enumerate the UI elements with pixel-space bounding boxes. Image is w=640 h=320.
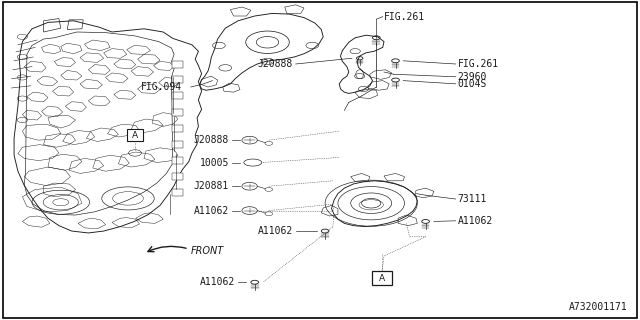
Text: J20888: J20888 <box>258 59 293 69</box>
Text: A: A <box>132 131 138 140</box>
FancyBboxPatch shape <box>172 125 183 132</box>
Text: A11062: A11062 <box>458 216 493 226</box>
FancyBboxPatch shape <box>172 109 183 116</box>
FancyBboxPatch shape <box>127 129 143 141</box>
Text: J20888: J20888 <box>194 135 229 145</box>
FancyBboxPatch shape <box>172 189 183 196</box>
FancyBboxPatch shape <box>372 271 392 285</box>
Text: FIG.094: FIG.094 <box>141 82 182 92</box>
Text: A11062: A11062 <box>258 226 293 236</box>
Text: A: A <box>379 274 385 283</box>
Text: FIG.261: FIG.261 <box>458 59 499 69</box>
FancyBboxPatch shape <box>172 141 183 148</box>
Text: 23960: 23960 <box>458 72 487 82</box>
Text: 0104S: 0104S <box>458 79 487 89</box>
Text: A11062: A11062 <box>200 277 236 287</box>
Text: J20881: J20881 <box>194 181 229 191</box>
Text: A11062: A11062 <box>194 205 229 216</box>
FancyBboxPatch shape <box>172 157 183 164</box>
Text: FRONT: FRONT <box>191 246 224 256</box>
Text: A732001171: A732001171 <box>568 301 627 312</box>
FancyBboxPatch shape <box>172 61 183 68</box>
FancyBboxPatch shape <box>172 92 183 99</box>
Text: 10005: 10005 <box>200 157 229 168</box>
FancyBboxPatch shape <box>172 173 183 180</box>
Text: FIG.261: FIG.261 <box>384 12 425 22</box>
Text: 73111: 73111 <box>458 194 487 204</box>
FancyBboxPatch shape <box>172 76 183 83</box>
